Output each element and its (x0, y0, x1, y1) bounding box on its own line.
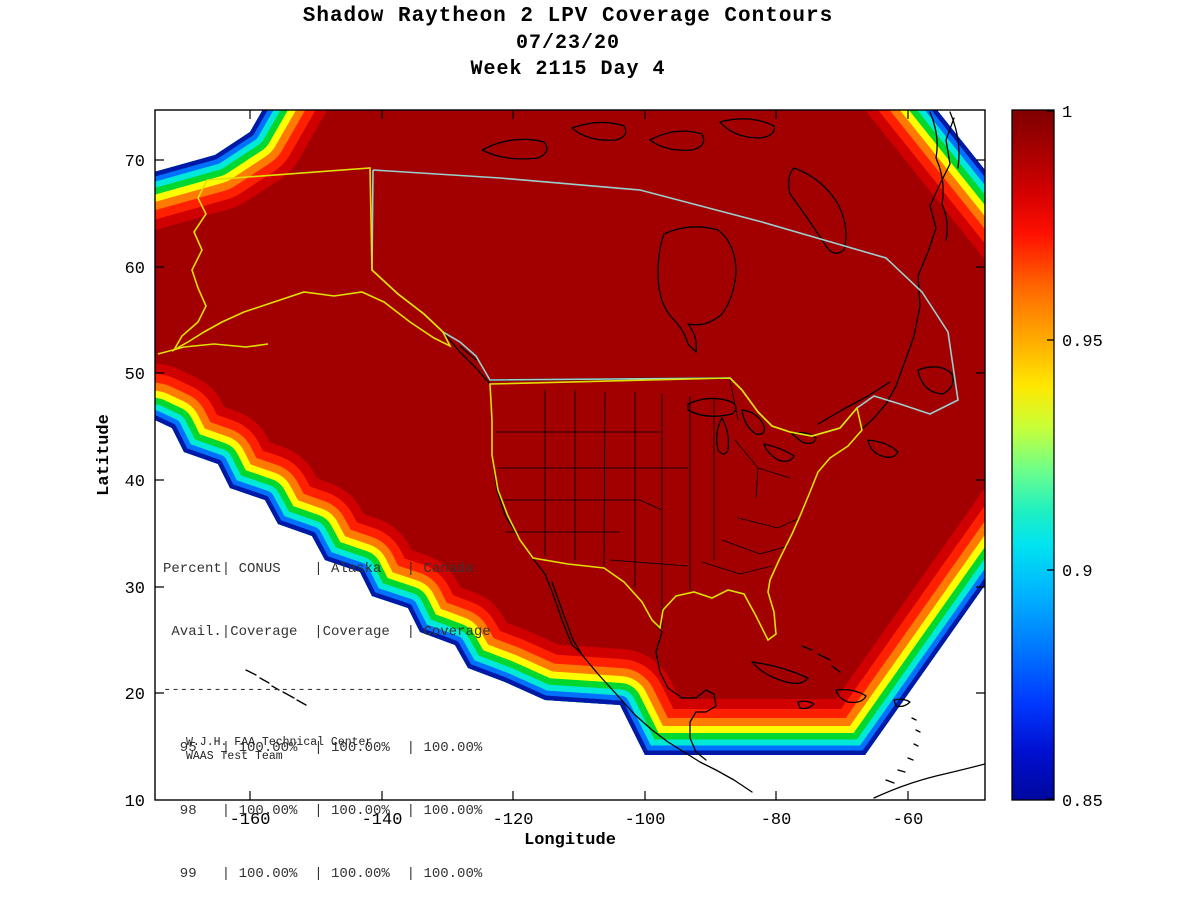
xtick-label: -120 (493, 811, 534, 830)
vancouver-island (459, 345, 477, 361)
colorbar (1011, 109, 1055, 801)
coverage-table: Percent| CONUS | Alaska | Canada Avail.|… (163, 517, 491, 900)
x-axis-label: Longitude (524, 831, 616, 850)
ytick-label: 30 (125, 580, 145, 599)
xtick-label: -100 (625, 811, 666, 830)
ytick-label: 40 (125, 473, 145, 492)
y-axis-label: Latitude (95, 414, 114, 496)
greenland-coast (929, 111, 960, 241)
credit-block: W.J.H. FAA Technical Center WAAS Test Te… (186, 736, 372, 764)
colorbar-tick-label: 0.95 (1062, 333, 1103, 352)
figure-title: Shadow Raytheon 2 LPV Coverage Contours (303, 5, 833, 28)
arctic-islands (481, 118, 847, 254)
alaska-boundary-outline (171, 167, 452, 353)
caribbean-islands (751, 645, 921, 784)
figure-week-day: Week 2115 Day 4 (470, 58, 665, 81)
ytick-label: 20 (125, 686, 145, 705)
aleutian-boundary-outline (157, 343, 269, 355)
hudson-bay (657, 226, 737, 353)
credit-line-2: WAAS Test Team (186, 750, 283, 763)
south-america-coast (873, 763, 985, 799)
coastline-mexico-east (655, 631, 717, 761)
coverage-table-header-2: Avail.|Coverage |Coverage | Coverage (163, 624, 491, 640)
coverage-table-divider: -------------------------------------- (163, 682, 483, 698)
ytick-label: 50 (125, 366, 145, 385)
st-lawrence-river (817, 381, 891, 425)
colorbar-tick-marks (1047, 110, 1054, 800)
coverage-table-row: 98 | 100.00% | 100.00% | 100.00% (163, 803, 483, 819)
xtick-label: -140 (362, 811, 403, 830)
coastline-labrador (861, 117, 955, 430)
xtick-label: -160 (230, 811, 271, 830)
axis-tick-marks (155, 110, 985, 800)
coverage-table-header-1: Percent| CONUS | Alaska | Canada (163, 561, 474, 577)
figure-date: 07/23/20 (516, 32, 620, 55)
ytick-label: 10 (125, 793, 145, 812)
nova-scotia (867, 439, 899, 458)
newfoundland (917, 366, 954, 395)
colorbar-tick-label: 0.9 (1062, 563, 1093, 582)
conus-boundary-outline (489, 377, 863, 642)
coverage-table-row: 99 | 100.00% | 100.00% | 100.00% (163, 866, 483, 882)
xtick-label: -60 (893, 811, 924, 830)
credit-line-1: W.J.H. FAA Technical Center (186, 736, 373, 749)
hawaii-islands (245, 669, 307, 706)
colorbar-tick-label: 1 (1062, 104, 1072, 123)
ytick-label: 70 (125, 153, 145, 172)
axes-frame (154, 109, 986, 801)
coverage-table-row: 95 | 100.00% | 100.00% | 100.00% (163, 740, 483, 756)
ytick-label: 60 (125, 260, 145, 279)
xtick-label: -80 (761, 811, 792, 830)
colorbar-tick-label: 0.85 (1062, 793, 1103, 812)
state-boundaries (495, 379, 801, 629)
